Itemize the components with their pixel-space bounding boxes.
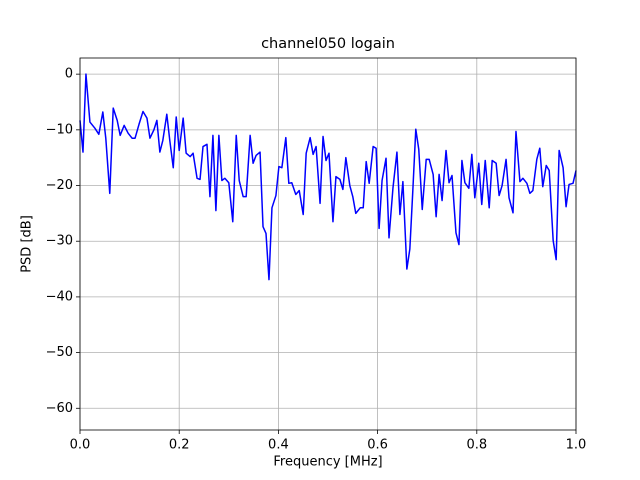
y-axis-label: PSD [dB] <box>20 215 35 273</box>
x-tick-label: 0.4 <box>268 438 289 453</box>
x-tick-label: 0.6 <box>367 438 388 453</box>
x-tick-label: 0.0 <box>70 438 91 453</box>
y-tick-label: −30 <box>46 234 73 249</box>
x-axis-label: Frequency [MHz] <box>273 455 382 470</box>
x-tick-label: 0.2 <box>169 438 190 453</box>
y-tick-label: 0 <box>65 67 73 82</box>
y-tick-label: −20 <box>46 178 73 193</box>
line-series <box>79 73 577 281</box>
y-tick-label: −60 <box>46 401 73 416</box>
x-tick-label: 1.0 <box>566 438 587 453</box>
x-tick-label: 0.8 <box>466 438 487 453</box>
y-tick-label: −10 <box>46 122 73 137</box>
plot-frame <box>79 57 577 431</box>
y-tick-label: −50 <box>46 345 73 360</box>
y-tick-label: −40 <box>46 289 73 304</box>
chart-title: channel050 logain <box>261 36 395 52</box>
